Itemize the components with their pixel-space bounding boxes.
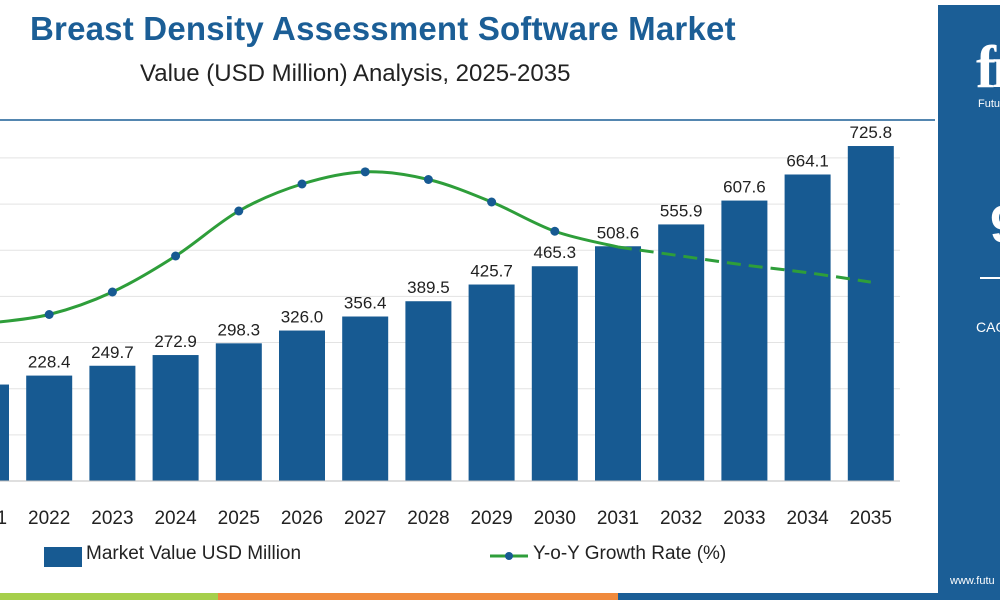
bottom-stripe-green <box>0 593 218 600</box>
x-tick-2028: 2028 <box>407 508 449 529</box>
bar-label-2032: 555.9 <box>660 201 703 220</box>
bar-label-2026: 326.0 <box>281 308 324 327</box>
bar-2025 <box>215 343 262 481</box>
x-tick-2034: 2034 <box>786 508 829 529</box>
legend-marks <box>44 547 528 567</box>
x-tick-2023: 2023 <box>91 508 133 529</box>
x-tick-2024: 2024 <box>154 508 197 529</box>
growth-line-dashed <box>617 245 872 284</box>
bar-label-2031: 508.6 <box>597 223 640 242</box>
brand-divider <box>980 277 1000 279</box>
bar-2021 <box>0 384 9 481</box>
growth-line-solid <box>0 170 619 324</box>
chart-svg: 0228.4249.7272.9298.3326.0356.4389.5425.… <box>0 119 935 567</box>
bar-2029 <box>468 284 515 481</box>
growth-point-2030 <box>550 226 560 236</box>
bar-label-2035: 725.8 <box>850 123 893 142</box>
bar-2028 <box>405 301 452 481</box>
brand-name: Future <box>978 98 1000 110</box>
growth-point-2023 <box>107 287 117 297</box>
bar-label-2030: 465.3 <box>534 243 577 262</box>
bar-label-2025: 298.3 <box>218 320 261 339</box>
bar-label-2027: 356.4 <box>344 294 387 313</box>
bar-2027 <box>342 316 389 481</box>
bar-2026 <box>279 330 325 481</box>
x-tick-2021: 2021 <box>0 508 7 529</box>
bar-label-2028: 389.5 <box>407 278 450 297</box>
chart-title: Breast Density Assessment Software Marke… <box>30 10 736 47</box>
x-tick-2025: 2025 <box>218 508 260 529</box>
bar-label-2023: 249.7 <box>91 343 134 362</box>
legend-line-marker <box>505 552 513 560</box>
legend-bar-swatch <box>44 547 82 567</box>
bar-label-2024: 272.9 <box>154 332 197 351</box>
bar-2030 <box>531 266 578 481</box>
brand-panel: fm Future 9 G CAG www.futu <box>938 5 1000 600</box>
growth-line-series <box>0 167 872 324</box>
brand-logo: fm <box>976 34 1000 100</box>
bar-series <box>0 146 894 482</box>
growth-point-2029 <box>487 197 497 207</box>
x-axis-ticks: 2021 2022 2023 2024 2025 2026 2027 2028 2029 2030… <box>0 508 892 529</box>
x-tick-2027: 2027 <box>344 508 386 529</box>
growth-point-2025 <box>234 206 244 216</box>
bar-2032 <box>658 224 705 481</box>
bar-2034 <box>784 174 831 481</box>
brand-website[interactable]: www.futu <box>950 575 995 587</box>
bar-2031 <box>595 246 641 481</box>
bar-2035 <box>847 146 894 481</box>
x-tick-2033: 2033 <box>723 508 765 529</box>
bottom-stripe-blue <box>618 593 938 600</box>
bar-label-2033: 607.6 <box>723 178 766 197</box>
brand-highlight-value: 9 <box>990 195 1000 255</box>
brand-text-line2: CAG <box>976 319 1000 335</box>
x-tick-2035: 2035 <box>850 508 892 529</box>
x-tick-2022: 2022 <box>28 508 70 529</box>
x-tick-2031: 2031 <box>597 508 639 529</box>
growth-point-2027 <box>360 167 370 177</box>
chart-subtitle: Value (USD Million) Analysis, 2025-2035 <box>140 60 571 87</box>
growth-point-2022 <box>44 310 54 319</box>
bar-label-2034: 664.1 <box>786 151 829 170</box>
growth-point-2026 <box>297 179 307 189</box>
x-tick-2029: 2029 <box>470 508 512 529</box>
bar-2022 <box>26 375 73 481</box>
bar-data-labels: 0228.4249.7272.9298.3326.0356.4389.5425.… <box>28 123 893 372</box>
growth-point-2024 <box>171 251 181 261</box>
x-tick-2032: 2032 <box>660 508 702 529</box>
legend-line-label: Y-o-Y Growth Rate (%) <box>533 543 727 564</box>
bar-2023 <box>89 365 136 481</box>
x-tick-2026: 2026 <box>281 508 323 529</box>
bar-label-2029: 425.7 <box>470 262 513 281</box>
bottom-stripe-orange <box>218 593 618 600</box>
bar-2033 <box>721 200 768 482</box>
bar-2024 <box>152 355 199 481</box>
bar-label-2022: 228.4 <box>28 353 71 372</box>
x-tick-2030: 2030 <box>534 508 576 529</box>
growth-point-2028 <box>423 175 433 184</box>
legend-bar-label: Market Value USD Million <box>86 543 302 564</box>
